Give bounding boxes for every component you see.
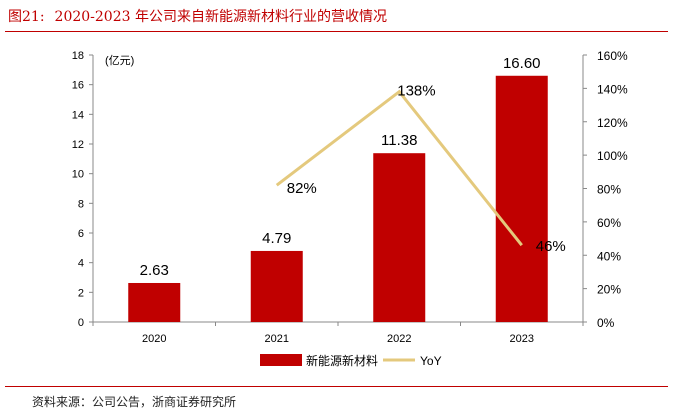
y2-tick-label: 40%	[597, 249, 621, 263]
y-tick-label: 10	[72, 169, 84, 181]
x-tick-label: 2021	[265, 333, 289, 345]
legend-swatch-bar	[260, 354, 302, 366]
bar-2022	[373, 153, 426, 322]
figure-number: 图21:	[8, 9, 45, 25]
yoy-line	[275, 89, 523, 247]
y-tick-label: 14	[72, 109, 84, 121]
y2-tick-label: 100%	[597, 149, 628, 163]
y-tick-label: 18	[72, 50, 84, 62]
legend-label-bar: 新能源新材料	[306, 353, 378, 368]
bar-2021	[250, 250, 303, 322]
y-tick-label: 0	[78, 317, 84, 329]
y-tick-label: 8	[78, 198, 84, 210]
bar-value-label: 2.63	[140, 262, 169, 279]
source-note: 资料来源：公司公告，浙商证券研究所	[32, 395, 237, 409]
y2-tick-label: 120%	[597, 116, 628, 130]
title-rule	[5, 31, 668, 32]
y-axis-unit-label: (亿元)	[105, 54, 134, 67]
y-tick-label: 12	[72, 139, 84, 151]
y2-tick-label: 140%	[597, 82, 628, 96]
bar-2020	[128, 282, 181, 322]
y-tick-label: 2	[78, 287, 84, 299]
y2-tick-label: 0%	[597, 316, 615, 330]
bar-value-label: 4.79	[262, 230, 291, 247]
y-tick-label: 6	[78, 228, 84, 240]
yoy-value-label: 46%	[536, 238, 566, 255]
source-rule	[5, 386, 668, 387]
x-tick-label: 2020	[142, 333, 166, 345]
y2-tick-label: 20%	[597, 283, 621, 297]
bar-value-label: 11.38	[381, 132, 417, 149]
figure-title-text: 2020-2023 年公司来自新能源新材料行业的营收情况	[54, 9, 387, 25]
figure-title: 图21: 2020-2023 年公司来自新能源新材料行业的营收情况	[8, 6, 387, 26]
yoy-value-label: 138%	[397, 83, 435, 100]
y2-tick-label: 160%	[597, 49, 628, 63]
chart: 0 2 4 6 8 10 12 14 16 18 0% 20% 40% 60% 80% 100% 120% 140…	[72, 49, 628, 368]
x-tick-label: 2023	[510, 333, 534, 345]
y2-tick-label: 80%	[597, 183, 621, 197]
bar-value-label: 16.60	[503, 55, 541, 72]
bar-2023	[495, 75, 548, 323]
yoy-value-label: 82%	[287, 180, 317, 197]
legend-label-line: YoY	[420, 354, 442, 368]
x-tick-label: 2022	[387, 333, 411, 345]
y-tick-label: 16	[72, 80, 84, 92]
y-tick-label: 4	[78, 258, 84, 270]
y2-tick-label: 60%	[597, 216, 621, 230]
